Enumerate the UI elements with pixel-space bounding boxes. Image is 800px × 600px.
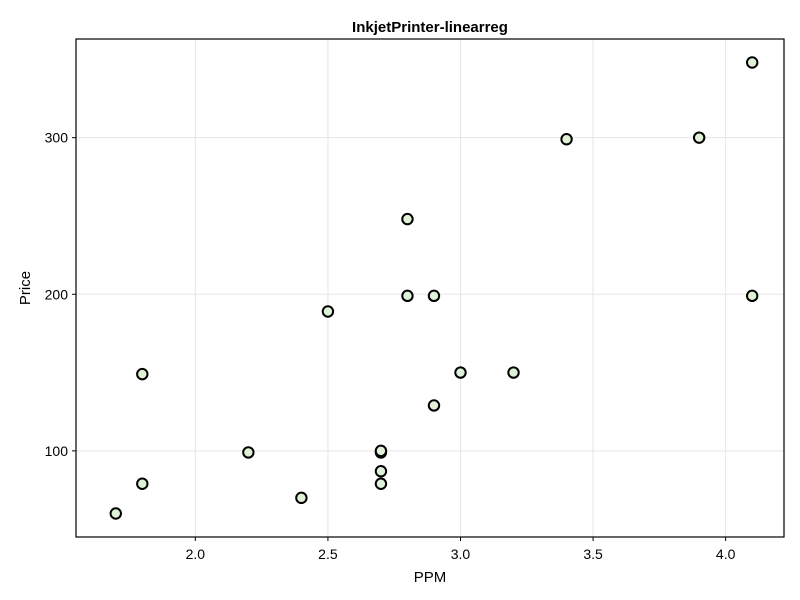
x-tick-label: 3.5 [583, 546, 603, 562]
data-point [427, 399, 441, 412]
x-tick-label: 2.5 [318, 546, 338, 562]
data-point [374, 477, 388, 490]
y-tick-label: 100 [45, 443, 69, 459]
data-point [136, 477, 149, 490]
data-point [560, 133, 573, 146]
data-point [692, 131, 706, 144]
data-point [401, 289, 414, 303]
data-point [136, 367, 149, 381]
y-axis-ticks: 100 200 300 [45, 130, 76, 459]
data-point [374, 444, 388, 458]
x-tick-label: 4.0 [716, 546, 736, 562]
x-tick-label: 3.0 [451, 546, 471, 562]
x-axis-ticks: 2.0 2.5 3.0 3.5 4.0 [186, 537, 736, 562]
data-point [427, 289, 441, 303]
plot-frame [75, 38, 785, 538]
y-tick-label: 200 [45, 286, 69, 302]
data-point [745, 289, 759, 303]
y-tick-label: 300 [45, 130, 69, 146]
data-point [109, 507, 122, 520]
data-point [507, 366, 520, 379]
data-point [401, 212, 414, 226]
data-point [295, 491, 308, 505]
data-point [321, 305, 335, 318]
data-point [374, 465, 388, 478]
data-point [454, 366, 467, 379]
grid-lines [76, 39, 784, 537]
data-points [109, 56, 759, 520]
data-point [242, 446, 255, 459]
x-tick-label: 2.0 [186, 546, 206, 562]
chart-title: InkjetPrinter-linearreg [352, 19, 508, 36]
data-point [745, 56, 759, 69]
y-axis-label: Price [17, 271, 34, 305]
x-axis-label: PPM [414, 569, 447, 586]
